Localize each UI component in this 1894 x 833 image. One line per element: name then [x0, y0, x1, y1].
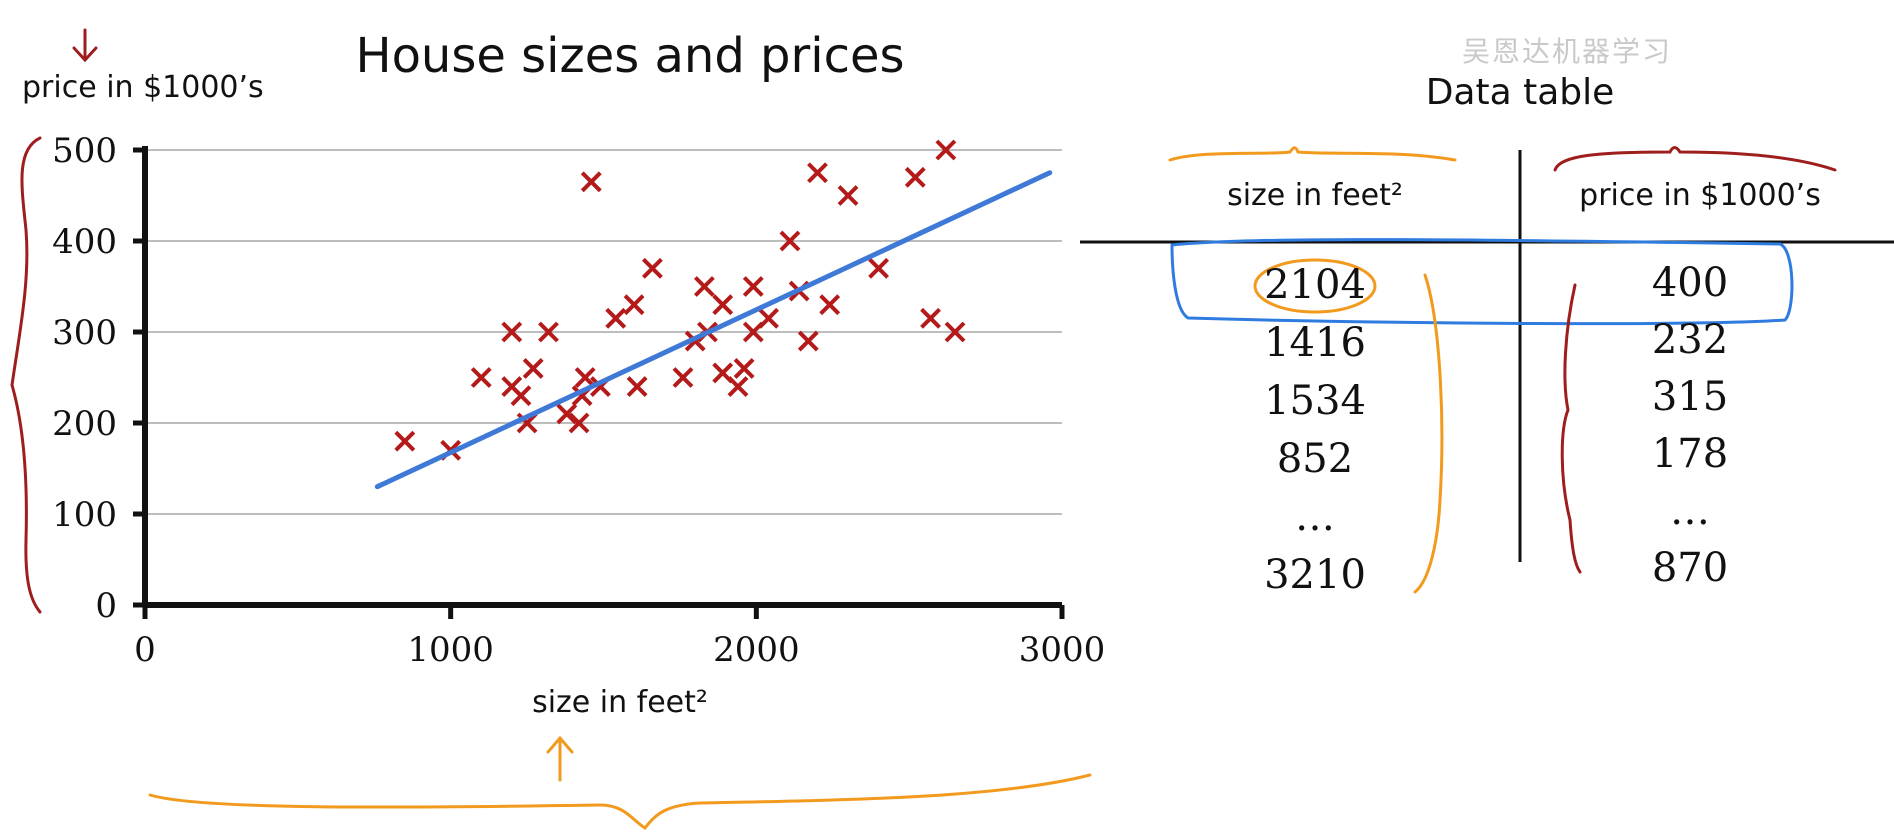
- table-header-price: price in $1000’s: [1579, 178, 1821, 213]
- data-point: [580, 171, 602, 193]
- x-tick-label: 2000: [713, 630, 800, 670]
- data-point: [672, 367, 694, 388]
- row-highlight-annotation: [1170, 238, 1794, 326]
- y-tick-label: 200: [52, 404, 117, 444]
- size-values-brace-annotation: [1413, 273, 1444, 594]
- data-point: [904, 166, 926, 188]
- table-header-size: size in feet²: [1227, 178, 1403, 213]
- data-point: [626, 376, 648, 398]
- arrow-down-icon: [72, 28, 98, 63]
- y-tick-label: 0: [95, 586, 117, 626]
- price-values-brace-annotation: [1560, 283, 1582, 574]
- x-tick-label: 3000: [1019, 630, 1106, 670]
- data-point: [797, 330, 819, 352]
- y-axis-label: price in $1000’s: [22, 70, 264, 105]
- data-point: [641, 257, 663, 279]
- data-point: [556, 403, 578, 425]
- data-point: [712, 294, 734, 316]
- data-point: [394, 430, 416, 452]
- data-point: [819, 294, 841, 316]
- data-point: [758, 307, 779, 329]
- fit-line: [374, 170, 1053, 490]
- data-point: [501, 321, 523, 343]
- table-cell-size: …: [1295, 494, 1335, 540]
- size-column-brace-annotation: [1168, 146, 1457, 162]
- y-tick-label: 300: [52, 313, 117, 353]
- y-brace-annotation: [10, 136, 42, 614]
- data-point: [868, 257, 890, 279]
- data-point: [733, 357, 755, 379]
- data-point: [568, 412, 590, 434]
- table-title: Data table: [1425, 72, 1615, 113]
- table-cell-size: 2104: [1264, 262, 1366, 308]
- data-point: [920, 307, 941, 329]
- x-brace-annotation: [148, 773, 1092, 830]
- table-cell-size: 1416: [1264, 320, 1366, 366]
- arrow-up-icon: [546, 735, 574, 782]
- data-point: [574, 367, 596, 388]
- x-tick-label: 1000: [407, 630, 494, 670]
- table-cell-price: 315: [1651, 374, 1729, 420]
- table-cell-price: 232: [1651, 317, 1729, 363]
- table-cell-size: 852: [1276, 436, 1354, 482]
- data-point: [779, 230, 801, 252]
- y-tick-label: 400: [52, 222, 117, 262]
- data-point: [605, 307, 627, 329]
- table-cell-price: 178: [1651, 431, 1729, 477]
- data-point: [693, 276, 715, 297]
- value-circle-annotation: [1253, 258, 1377, 314]
- y-tick-label: 500: [52, 131, 117, 171]
- data-point: [522, 357, 544, 379]
- data-point: [538, 321, 559, 343]
- data-point: [742, 276, 764, 297]
- data-point: [470, 367, 492, 388]
- table-cell-size: 1534: [1264, 378, 1366, 424]
- data-point: [727, 376, 749, 398]
- watermark: 吴恩达机器学习: [1462, 35, 1673, 68]
- table-cell-size: 3210: [1264, 552, 1366, 598]
- table-cell-price: 870: [1651, 545, 1729, 591]
- price-column-brace-annotation: [1553, 146, 1837, 172]
- data-point: [623, 294, 645, 316]
- chart-title: House sizes and prices: [355, 28, 905, 84]
- data-point: [510, 385, 532, 407]
- data-point: [837, 185, 859, 206]
- data-point: [935, 139, 957, 161]
- table-cell-price: …: [1670, 488, 1710, 534]
- x-axis-label: size in feet²: [532, 685, 708, 720]
- data-point: [944, 321, 966, 343]
- data-point: [807, 162, 828, 184]
- y-tick-label: 100: [52, 495, 117, 535]
- x-tick-label: 0: [134, 630, 156, 670]
- table-cell-price: 400: [1651, 260, 1729, 306]
